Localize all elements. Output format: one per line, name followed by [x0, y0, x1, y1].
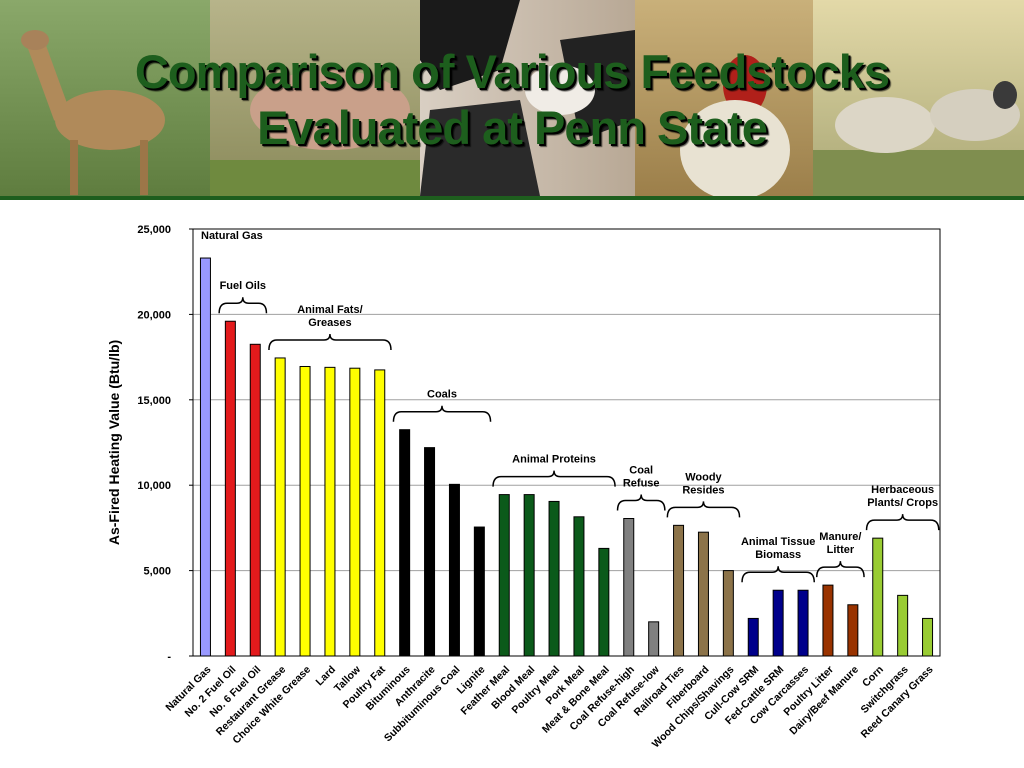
bar [922, 617, 934, 657]
bar [399, 429, 411, 657]
group-label: Woody [685, 471, 722, 483]
sheep-photo [813, 0, 1024, 196]
bar [573, 516, 585, 657]
bar [523, 494, 535, 657]
group-label: Herbaceous [871, 484, 934, 496]
bar [199, 257, 211, 657]
group-brace [865, 514, 940, 531]
cows-photo [420, 0, 635, 196]
group-brace [815, 561, 865, 578]
bar [349, 367, 361, 657]
bar [673, 524, 685, 657]
banner-photo-strip [0, 0, 1024, 196]
pig-photo [210, 0, 420, 196]
bar [772, 589, 784, 657]
group-brace [616, 494, 666, 511]
bar [274, 357, 286, 657]
bar [473, 526, 485, 657]
group-label: Greases [308, 317, 351, 329]
bar [448, 483, 460, 657]
bar [424, 447, 436, 657]
group-brace [392, 405, 492, 422]
bar [598, 547, 610, 657]
group-label: Litter [827, 544, 855, 556]
y-tick-label: 5,000 [143, 566, 171, 578]
bar [374, 369, 386, 657]
slide-title-line-2: Evaluated at Penn State [257, 101, 768, 154]
bar [722, 570, 734, 657]
group-label: Animal Tissue [741, 536, 815, 548]
group-label: Refuse [623, 478, 660, 490]
group-brace [666, 501, 741, 518]
y-tick-label: - [167, 651, 171, 663]
slide-title: Comparison of Various Feedstocks Evaluat… [60, 44, 964, 156]
y-tick-label: 15,000 [137, 395, 171, 407]
bar [324, 366, 336, 657]
y-tick-label: 25,000 [137, 224, 171, 236]
bar [747, 617, 759, 657]
y-tick-label: 20,000 [137, 309, 171, 321]
bar [548, 500, 560, 657]
group-label: Animal Proteins [512, 454, 596, 466]
bar [249, 343, 261, 657]
deer-photo [0, 0, 210, 196]
group-brace [268, 333, 392, 350]
bar [872, 537, 884, 657]
heating-value-bar-chart: - 5,000 10,000 15,000 20,000 25,000 As-Fired H… [106, 224, 941, 750]
bar [224, 320, 236, 657]
y-axis-label: As-Fired Heating Value (Btu/lb) [106, 340, 122, 545]
bar [847, 604, 859, 657]
group-label: Manure/ [819, 531, 861, 543]
bar [648, 621, 660, 657]
group-label: Biomass [755, 549, 801, 561]
group-label: Natural Gas [201, 230, 263, 242]
group-label: Fuel Oils [220, 280, 266, 292]
bar [797, 589, 809, 657]
banner-divider [0, 196, 1024, 200]
group-label: Plants/ Crops [867, 497, 938, 509]
group-brace [741, 566, 816, 583]
group-brace [218, 297, 268, 314]
bar [822, 584, 834, 657]
bar [897, 594, 909, 657]
y-tick-label: 10,000 [137, 480, 171, 492]
group-label: Animal Fats/ [297, 304, 362, 316]
bar [498, 494, 510, 657]
group-label: Coals [427, 389, 457, 401]
group-label: Resides [682, 484, 724, 496]
plot-area-frame [192, 228, 941, 657]
bar [623, 518, 635, 657]
group-brace [492, 470, 616, 487]
slide-title-line-1: Comparison of Various Feedstocks [134, 45, 890, 98]
bar [299, 365, 311, 657]
header-banner [0, 0, 1024, 200]
rooster-photo [635, 0, 813, 196]
bar [697, 531, 709, 657]
group-label: Coal [629, 465, 653, 477]
